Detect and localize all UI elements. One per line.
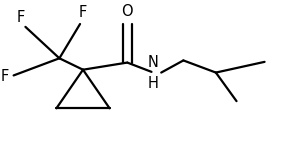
Text: H: H [148, 76, 158, 91]
Text: F: F [17, 10, 25, 25]
Text: N: N [148, 55, 158, 70]
Text: F: F [1, 69, 9, 84]
Text: F: F [79, 5, 87, 20]
Text: O: O [122, 4, 133, 19]
